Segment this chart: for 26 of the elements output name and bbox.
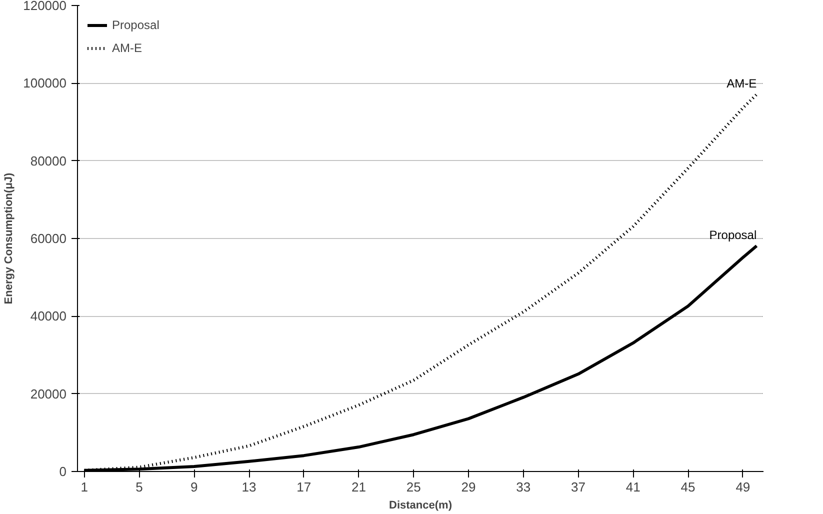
- y-tick-label: 100000: [23, 76, 67, 91]
- x-tick-label: 1: [80, 480, 88, 494]
- x-tick-label: 33: [516, 480, 531, 494]
- x-tick-label: 41: [626, 480, 640, 494]
- y-axis-title: Energy Consumption(μJ): [3, 172, 16, 304]
- x-tick-label: 25: [406, 480, 421, 494]
- x-tick-label: 13: [242, 480, 256, 494]
- legend-label: AM-E: [112, 41, 142, 55]
- x-tick-label: 17: [296, 480, 312, 494]
- y-tick-label: 120000: [23, 0, 67, 13]
- y-tick-label: 40000: [30, 308, 67, 324]
- x-tick-label: 37: [571, 480, 586, 494]
- x-tick-label: 29: [461, 480, 476, 494]
- y-tick-label: 80000: [30, 153, 67, 168]
- x-axis-title: Distance(m): [389, 500, 452, 512]
- x-tick-label: 9: [190, 480, 198, 494]
- legend-label: Proposal: [112, 18, 160, 32]
- y-tick-label: 60000: [30, 231, 67, 246]
- x-tick-label: 5: [136, 480, 143, 494]
- y-tick-label: 0: [59, 464, 67, 479]
- x-tick-label: 49: [736, 480, 750, 494]
- x-tick-label: 21: [352, 480, 366, 494]
- x-tick-label: 45: [680, 480, 696, 494]
- text: AM-E: [726, 76, 757, 90]
- y-tick-label: 20000: [30, 386, 67, 402]
- text: Proposal: [709, 228, 757, 242]
